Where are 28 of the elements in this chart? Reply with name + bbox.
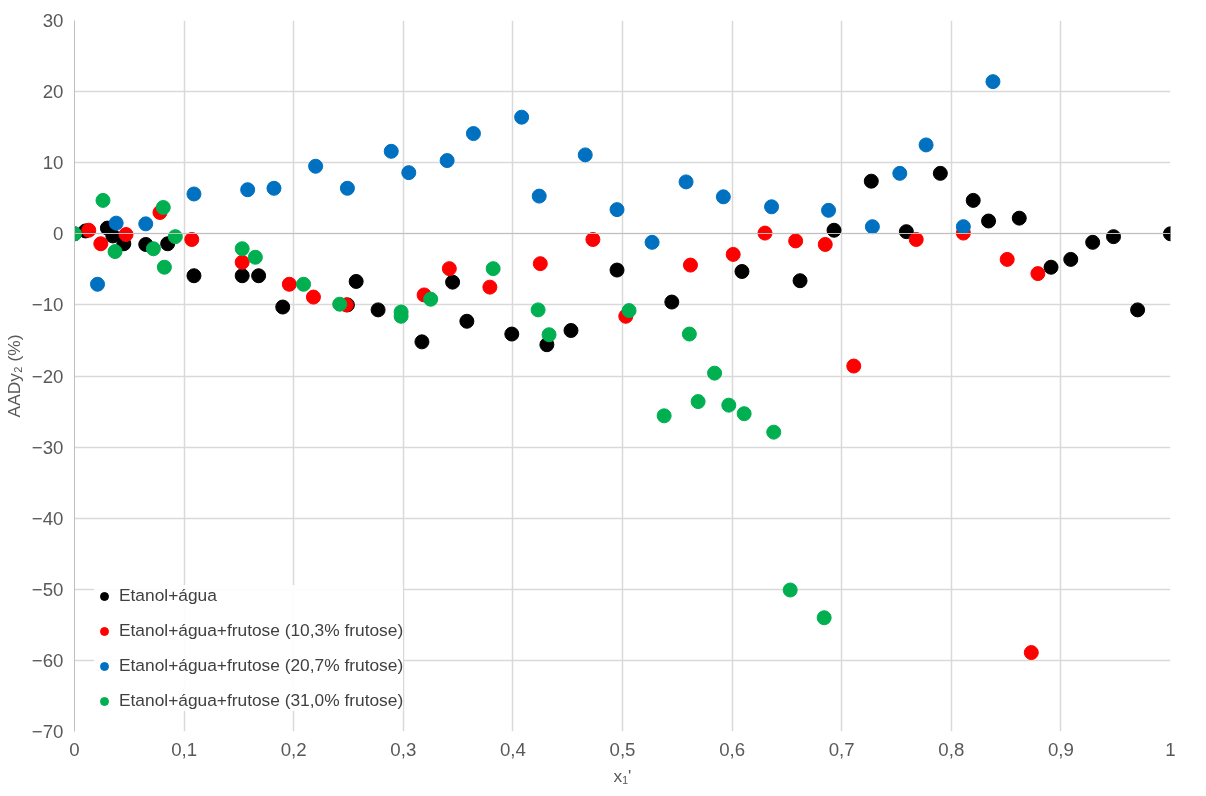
x-tick-label: 0 [69, 738, 80, 760]
x-tick-label: 0,5 [609, 738, 636, 760]
y-tick-label: −20 [31, 365, 64, 387]
legend-label: Etanol+água [119, 585, 217, 606]
x-tick-label: 0,8 [938, 738, 965, 760]
y-tick-label: −40 [31, 507, 64, 529]
y-tick-label: 20 [42, 81, 64, 103]
x-tick-label: 0,4 [499, 738, 526, 760]
legend-label: Etanol+água+frutose (10,3% frutose) [119, 620, 404, 641]
y-tick-label: 0 [53, 223, 64, 245]
y-tick-label: −30 [31, 436, 64, 458]
y-tick-label: −10 [31, 294, 64, 316]
x-tick-label: 0,6 [719, 738, 746, 760]
y-tick-label: −60 [31, 649, 64, 671]
legend-label: Etanol+água+frutose (31,0% frutose) [119, 690, 404, 711]
x-tick-label: 1 [1165, 738, 1176, 760]
x-tick-label: 0,1 [171, 738, 198, 760]
y-axis-title: AADy₂ (%) [3, 334, 24, 418]
x-tick-label: 0,2 [280, 738, 307, 760]
x-axis-title: x₁' [613, 765, 632, 786]
y-tick-label: 10 [42, 152, 64, 174]
y-tick-label: −50 [31, 578, 64, 600]
y-tick-label: 30 [42, 10, 64, 31]
x-tick-label: 0,3 [390, 738, 417, 760]
legend-label: Etanol+água+frutose (20,7% frutose) [119, 655, 404, 676]
y-tick-label: −70 [31, 721, 64, 742]
x-tick-label: 0,9 [1047, 738, 1074, 760]
x-tick-label: 0,7 [828, 738, 855, 760]
